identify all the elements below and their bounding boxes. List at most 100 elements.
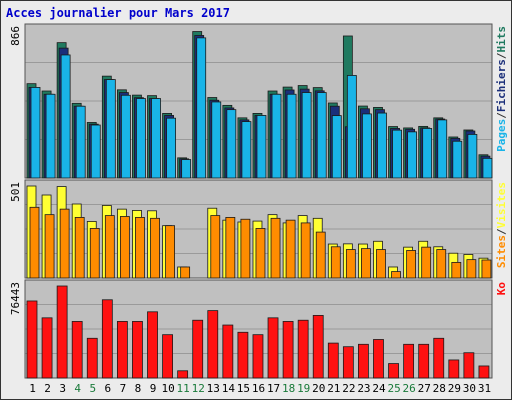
legend-entry: Fichiers [495, 59, 508, 112]
x-tick-label: 22 [342, 382, 355, 395]
bar-pages [452, 140, 463, 179]
bar-sites [255, 228, 266, 279]
x-tick-label: 31 [478, 382, 491, 395]
legend-entry: Visites [495, 182, 508, 228]
legend-entry: Pages [495, 119, 508, 152]
bar-pages [211, 101, 222, 179]
bar-sites [59, 208, 70, 279]
bar-ko [403, 343, 415, 379]
bar-ko [177, 370, 189, 379]
bar-pages [105, 79, 116, 179]
bar-ko [282, 321, 294, 379]
legend-entry: / [495, 228, 508, 235]
bar-sites [285, 219, 296, 279]
x-tick-label: 8 [135, 382, 142, 395]
bar-sites [44, 214, 55, 279]
bar-sites [421, 246, 432, 279]
bar-ko [342, 346, 354, 379]
bar-sites [135, 217, 145, 279]
bar-pages [467, 134, 478, 179]
x-tick-label: 17 [267, 382, 280, 395]
bar-pages [362, 113, 372, 179]
x-tick-label: 16 [252, 382, 265, 395]
bar-pages [166, 117, 176, 179]
bar-sites [270, 217, 281, 279]
bar-pages [60, 54, 71, 179]
bar-sites [315, 231, 326, 279]
bar-pages [377, 112, 387, 179]
panel-legend: Sites/Visites [495, 182, 508, 268]
legend-entry: Ko [495, 282, 508, 296]
bar-sites [29, 206, 40, 279]
x-tick-label: 30 [463, 382, 476, 395]
x-tick-label: 29 [448, 382, 461, 395]
x-tick-label: 4 [74, 382, 81, 395]
x-tick-label: 14 [222, 382, 236, 395]
bar-pages [301, 92, 312, 179]
bar-pages [181, 159, 192, 179]
bar-sites [406, 250, 417, 279]
bar-ko [418, 343, 430, 379]
x-tick-label: 2 [44, 382, 51, 395]
panel-max-label: 76443 [9, 282, 22, 315]
bar-ko [358, 343, 369, 379]
x-tick-label: 23 [357, 382, 370, 395]
bar-ko [252, 334, 264, 379]
bar-pages [136, 98, 146, 179]
x-tick-label: 27 [418, 382, 431, 395]
x-tick-label: 6 [105, 382, 112, 395]
bar-pages [151, 98, 161, 179]
bar-ko [207, 310, 219, 379]
x-tick-label: 11 [177, 382, 190, 395]
bar-pages [422, 128, 433, 179]
x-tick-label: 1 [29, 382, 36, 395]
bar-pages [482, 157, 493, 179]
bar-ko [41, 317, 53, 379]
bar-pages [30, 87, 41, 179]
bar-ko [86, 337, 98, 379]
bar-sites [376, 249, 386, 279]
bar-sites [104, 215, 115, 279]
bar-ko [71, 321, 83, 379]
panel-legend: Pages/Fichiers/Hits [495, 26, 508, 152]
bar-ko [312, 315, 324, 379]
x-tick-label: 10 [161, 382, 174, 395]
bar-sites [89, 228, 100, 279]
x-tick-label: 20 [312, 382, 325, 395]
bar-ko [222, 324, 234, 379]
x-tick-label: 28 [433, 382, 446, 395]
bar-pages [120, 94, 131, 179]
x-tick-label: 7 [120, 382, 127, 395]
bar-sites [300, 222, 311, 279]
bar-sites [225, 217, 236, 279]
bar-ko [327, 342, 339, 379]
bar-pages [437, 119, 448, 179]
x-tick-label: 18 [282, 382, 295, 395]
bar-sites [165, 225, 175, 279]
bar-sites [150, 217, 160, 279]
bar-pages [75, 105, 86, 179]
bar-sites [436, 249, 447, 279]
bar-ko [237, 331, 249, 379]
x-tick-label: 12 [192, 382, 205, 395]
bar-pages [346, 75, 357, 179]
chart-title: Acces journalier pour Mars 2017 [6, 6, 230, 20]
bar-ko [132, 321, 143, 379]
bar-ko [373, 339, 384, 379]
bar-ko [448, 359, 460, 379]
bar-pages [271, 93, 282, 179]
bar-ko [147, 311, 158, 379]
bar-ko [478, 365, 490, 379]
bar-sites [481, 259, 492, 279]
bar-pages [196, 37, 207, 179]
bar-ko [433, 337, 445, 379]
x-tick-label: 5 [89, 382, 96, 395]
bar-sites [330, 246, 341, 279]
bar-ko [116, 321, 128, 379]
bar-pages [392, 129, 402, 179]
bar-sites [210, 215, 221, 279]
bar-sites [466, 259, 477, 279]
bar-sites [391, 271, 401, 279]
x-tick-label: 26 [403, 382, 416, 395]
bar-pages [316, 92, 327, 179]
